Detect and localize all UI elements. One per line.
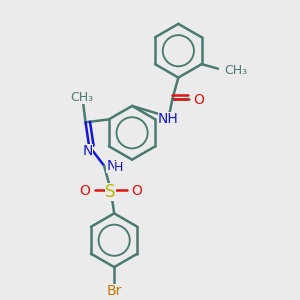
Text: H: H [114,161,123,174]
Text: Br: Br [106,284,122,298]
Text: N: N [106,159,117,172]
Text: S: S [105,182,116,200]
Text: O: O [79,184,90,198]
Text: NH: NH [158,112,178,126]
Text: CH₃: CH₃ [225,64,248,76]
Text: O: O [131,184,142,198]
Text: O: O [193,93,204,107]
Text: CH₃: CH₃ [70,92,93,104]
Text: N: N [82,144,93,158]
